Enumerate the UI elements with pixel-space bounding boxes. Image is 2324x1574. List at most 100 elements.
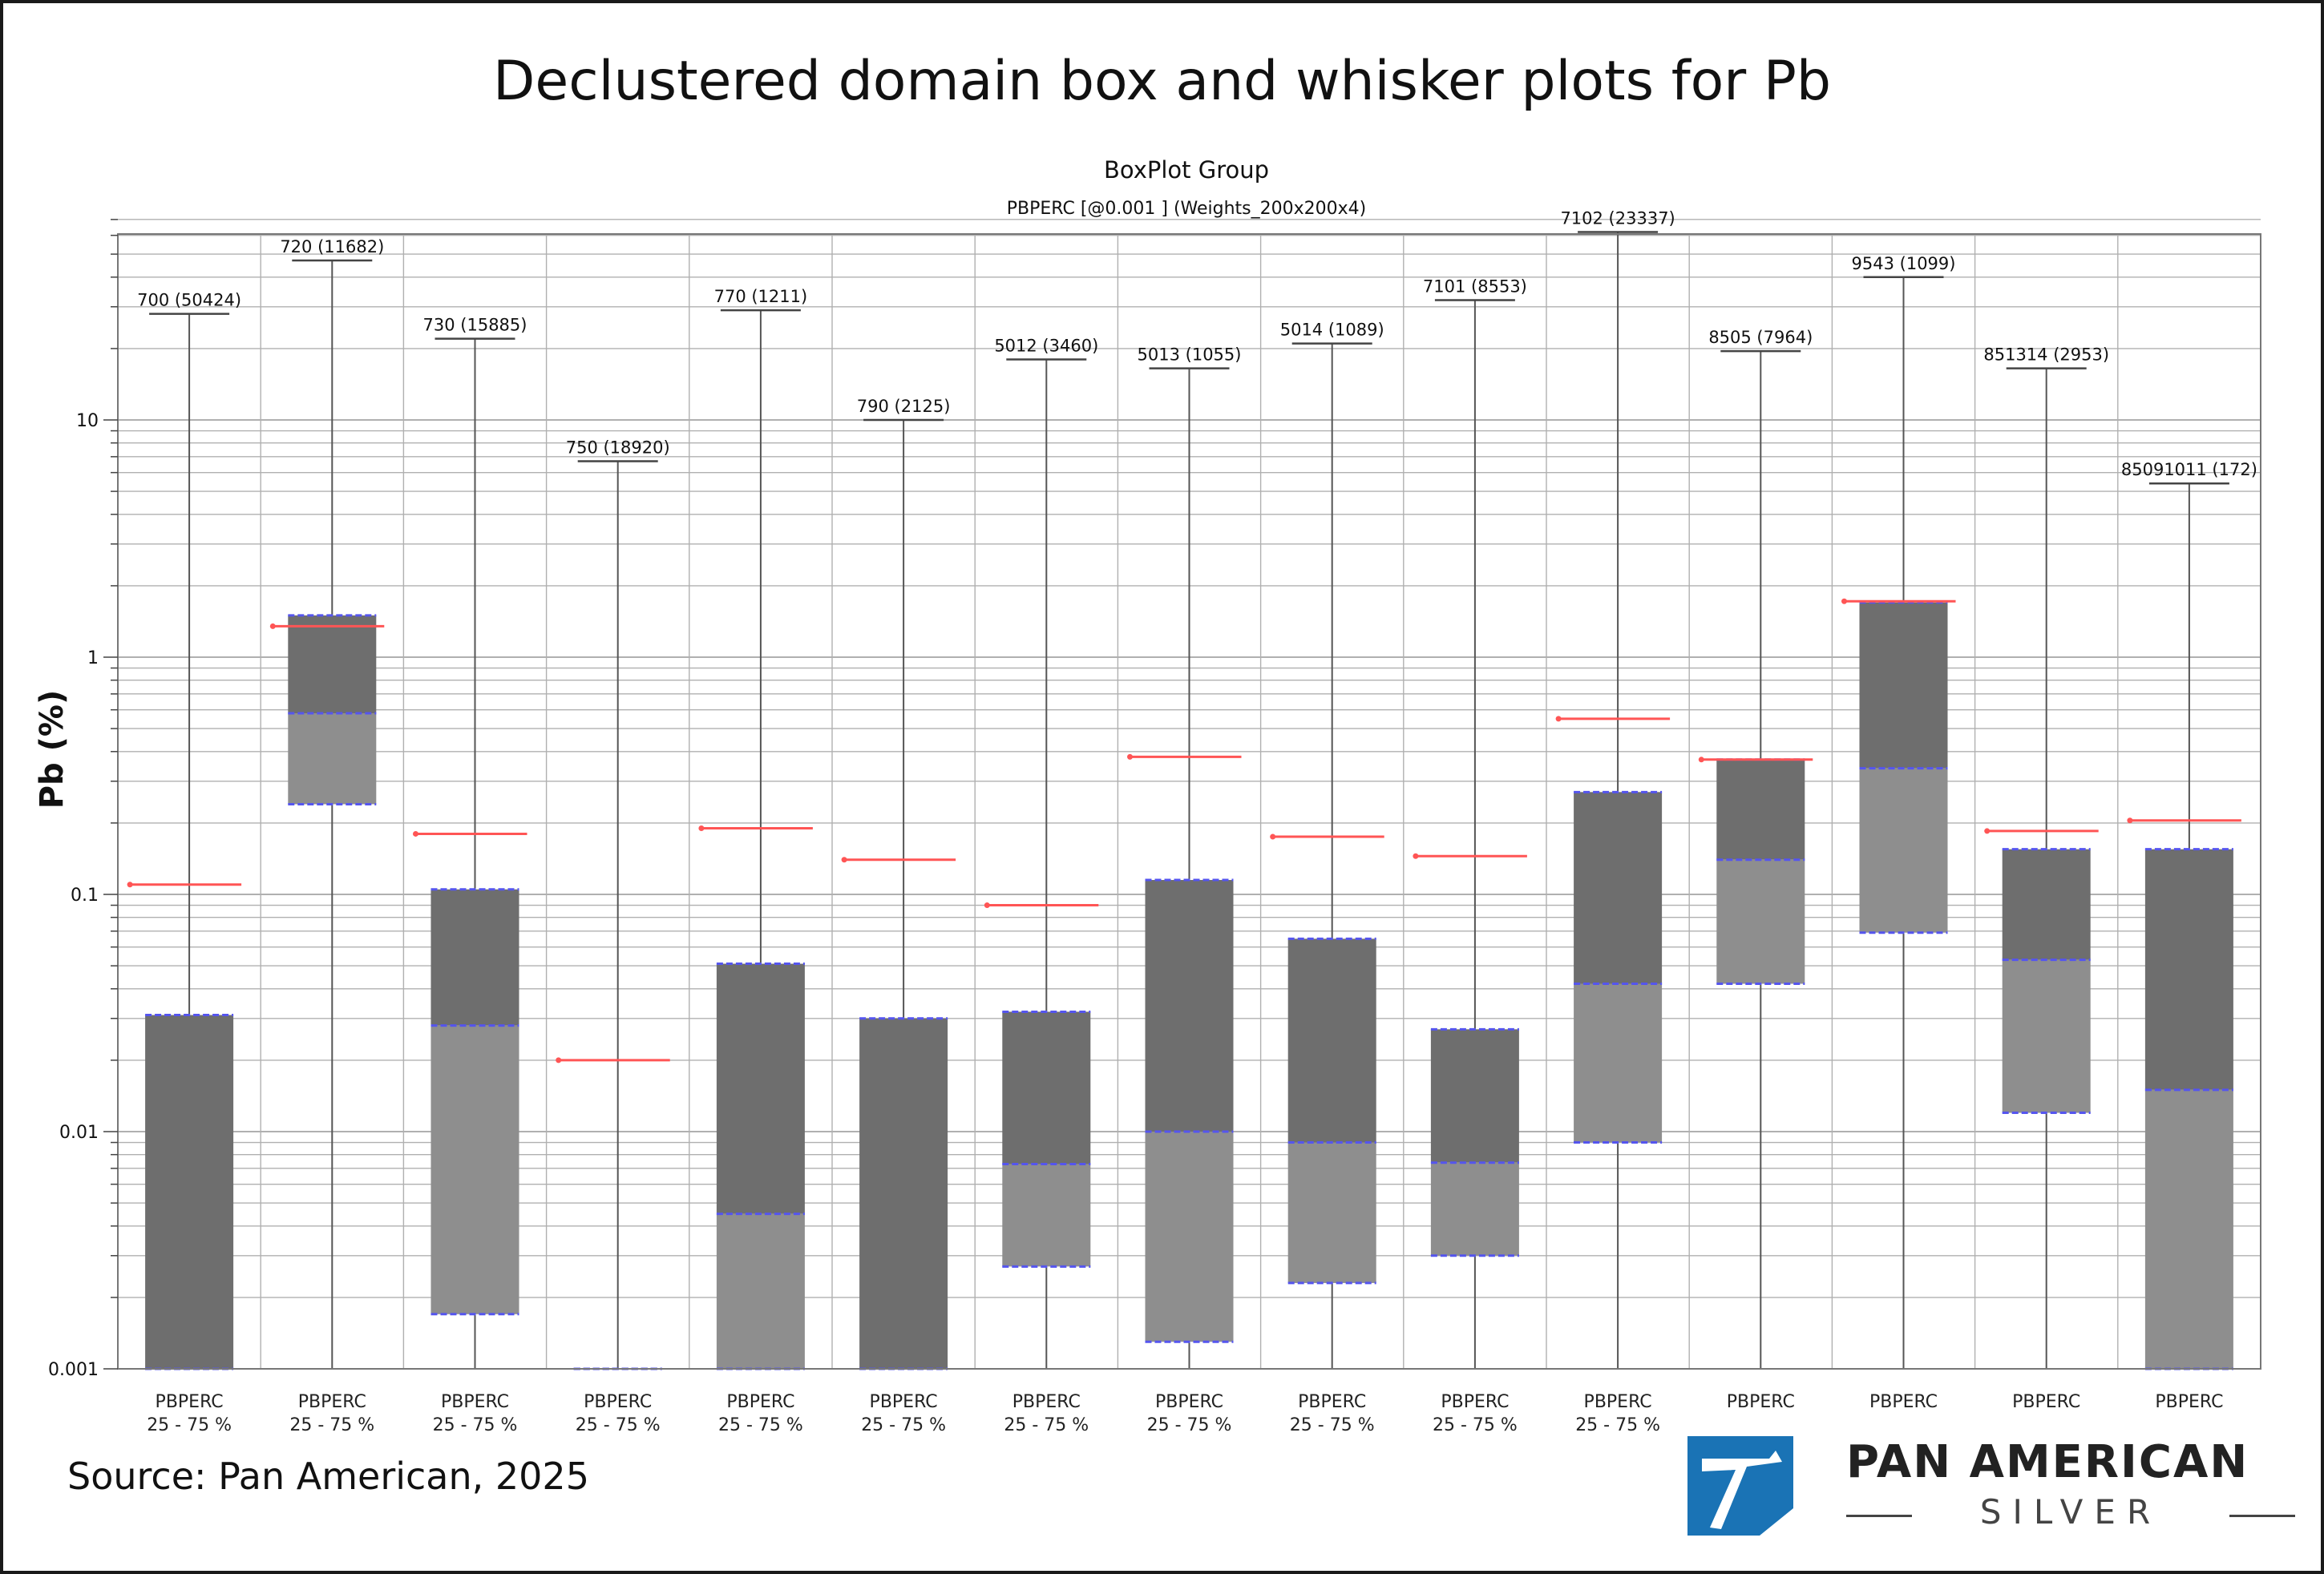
source-note: Source: Pan American, 2025 [67,1455,589,1498]
mean-marker [1841,598,1847,604]
box-lower [1574,983,1663,1143]
box-label: 851314 (2953) [1983,345,2109,365]
box-lower [716,1213,805,1369]
logo-rule-right [2229,1515,2295,1517]
x-tick-label: PBPERC [2012,1392,2080,1412]
y-tick-label: 0.001 [48,1360,99,1380]
box-label: 5014 (1089) [1280,321,1384,340]
box-label: 5012 (3460) [994,336,1098,355]
pan-american-silver-logo: PAN AMERICAN SILVER [1679,1427,2295,1543]
box-upper [1574,792,1663,984]
boxes-layer [127,231,2241,1370]
box-label: 750 (18920) [566,438,670,457]
x-tick-sublabel: 25 - 75 % [576,1415,661,1435]
x-tick-sublabel: 25 - 75 % [147,1415,232,1435]
x-tick-label: PBPERC [441,1392,509,1412]
box-upper [1002,1011,1091,1164]
box-upper [2002,849,2091,960]
x-tick-label: PBPERC [2155,1392,2223,1412]
logo-subtitle: SILVER [1979,1492,2162,1532]
logo-subtitle-block: SILVER [1846,1492,2295,1540]
y-tick-label: 0.01 [59,1123,99,1143]
box-lower [430,1025,519,1314]
box-label: 7101 (8553) [1423,276,1527,296]
pan-american-pickaxe-icon [1687,1436,1793,1536]
x-tick-sublabel: 25 - 75 % [1004,1415,1089,1435]
box-upper [1145,880,1234,1132]
chart-title: BoxPlot Group [1104,156,1269,184]
box-label: 85091011 (172) [2121,460,2257,479]
box-label: 770 (1211) [714,287,808,306]
x-tick-label: PBPERC [870,1392,938,1412]
box-label: 5013 (1055) [1138,345,1242,365]
box-upper [859,1018,948,1369]
box-label: 8505 (7964) [1708,328,1813,347]
box-upper [430,889,519,1026]
box-lower [1859,768,1948,933]
y-axis-ticks [103,219,118,1370]
box-upper [2144,849,2233,1090]
box-label: 730 (15885) [423,316,527,335]
mean-marker [1555,716,1562,722]
mean-marker [698,825,705,831]
mean-marker [1698,757,1704,763]
x-tick-sublabel: 25 - 75 % [433,1415,518,1435]
x-tick-label: PBPERC [584,1392,652,1412]
logo-rule-left [1846,1515,1912,1517]
box-upper [1859,602,1948,769]
plot-area-border [117,233,2261,1370]
box-label: 9543 (1099) [1852,254,1956,273]
box-lower [1145,1132,1234,1342]
mean-marker [841,857,847,863]
box-upper [145,1015,234,1369]
y-axis-label: Pb (%) [34,690,71,809]
logo-name: PAN AMERICAN [1846,1436,2249,1488]
x-tick-label: PBPERC [1584,1392,1652,1412]
box-lower [2002,959,2091,1113]
box-upper [716,963,805,1214]
x-tick-sublabel: 25 - 75 % [289,1415,374,1435]
box-lower [288,713,377,805]
mean-marker [1270,833,1276,840]
box-upper [1430,1029,1519,1163]
box-label: 720 (11682) [280,237,384,256]
y-tick-label: 0.1 [71,886,99,906]
box-label: 700 (50424) [137,291,241,310]
labels-layer: 0.001 0.01 0.1 1 10 700 (50424) PBPERC 25 - 75 … [48,208,2257,1435]
figure-title: Declustered domain box and whisker plots… [493,50,1831,113]
y-tick-label: 1 [87,648,99,668]
box-lower [1002,1164,1091,1267]
mean-marker [984,902,990,909]
y-tick-label: 10 [76,411,99,431]
box-upper [1287,938,1376,1143]
x-tick-sublabel: 25 - 75 % [861,1415,946,1435]
x-tick-sublabel: 25 - 75 % [1575,1415,1660,1435]
box-upper [1716,759,1805,860]
box-lower [1716,859,1805,984]
mean-marker [1413,853,1419,859]
box-lower [2144,1089,2233,1369]
x-tick-sublabel: 25 - 75 % [1290,1415,1375,1435]
x-tick-label: PBPERC [726,1392,794,1412]
x-tick-label: PBPERC [1441,1392,1509,1412]
x-tick-sublabel: 25 - 75 % [1147,1415,1232,1435]
box-label: 790 (2125) [857,397,951,416]
box-lower [1430,1162,1519,1256]
mean-marker [2127,817,2133,824]
x-tick-label: PBPERC [298,1392,366,1412]
x-tick-sublabel: 25 - 75 % [1433,1415,1518,1435]
box-upper [288,615,377,714]
x-tick-label: PBPERC [1155,1392,1223,1412]
mean-marker [1984,828,1991,834]
x-tick-label: PBPERC [156,1392,224,1412]
x-tick-label: PBPERC [1012,1392,1081,1412]
mean-marker [127,882,133,888]
mean-marker [1127,753,1133,760]
x-tick-label: PBPERC [1298,1392,1366,1412]
mean-marker [556,1057,562,1063]
x-tick-label: PBPERC [1727,1392,1795,1412]
box-label: 7102 (23337) [1560,208,1675,228]
box-lower [1287,1142,1376,1283]
x-tick-label: PBPERC [1869,1392,1938,1412]
